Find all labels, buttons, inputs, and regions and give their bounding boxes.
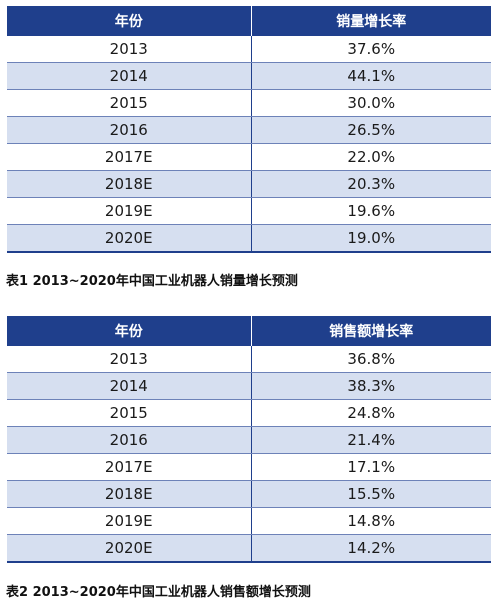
column-header-growth-rate: 销售额增长率 xyxy=(251,316,491,346)
table-row: 2016 26.5% xyxy=(7,116,491,144)
growth-rate-cell: 37.6% xyxy=(251,36,491,63)
table-row: 2020E 14.2% xyxy=(7,534,491,563)
year-cell: 2015 xyxy=(7,89,252,117)
growth-rate-cell: 14.2% xyxy=(251,534,491,563)
sales-revenue-growth-table: 年份 销售额增长率 2013 36.8% 2014 38.3% 2015 24.… xyxy=(7,316,491,563)
table-row: 2013 37.6% xyxy=(7,36,491,63)
year-cell: 2020E xyxy=(7,534,252,563)
year-cell: 2016 xyxy=(7,116,252,144)
year-cell: 2015 xyxy=(7,399,252,427)
table-row: 2014 38.3% xyxy=(7,372,491,400)
year-cell: 2017E xyxy=(7,453,252,481)
growth-rate-cell: 30.0% xyxy=(251,89,491,117)
table-row: 2019E 19.6% xyxy=(7,197,491,225)
growth-rate-cell: 19.6% xyxy=(251,197,491,225)
table-row: 2019E 14.8% xyxy=(7,507,491,535)
table-row: 2018E 15.5% xyxy=(7,480,491,508)
table-row: 2020E 19.0% xyxy=(7,224,491,253)
column-header-year: 年份 xyxy=(7,6,252,36)
year-cell: 2016 xyxy=(7,426,252,454)
table-header-row: 年份 销售额增长率 xyxy=(7,316,491,346)
growth-rate-cell: 36.8% xyxy=(251,346,491,373)
table-header-row: 年份 销量增长率 xyxy=(7,6,491,36)
year-cell: 2013 xyxy=(7,346,252,373)
table-row: 2015 24.8% xyxy=(7,399,491,427)
year-cell: 2014 xyxy=(7,372,252,400)
year-cell: 2019E xyxy=(7,197,252,225)
table-row: 2015 30.0% xyxy=(7,89,491,117)
growth-rate-cell: 17.1% xyxy=(251,453,491,481)
growth-rate-cell: 22.0% xyxy=(251,143,491,171)
growth-rate-cell: 20.3% xyxy=(251,170,491,198)
growth-rate-cell: 19.0% xyxy=(251,224,491,253)
table-row: 2013 36.8% xyxy=(7,346,491,373)
growth-rate-cell: 24.8% xyxy=(251,399,491,427)
table-row: 2017E 22.0% xyxy=(7,143,491,171)
table-caption: 表1 2013~2020年中国工业机器人销量增长预测 xyxy=(6,274,298,289)
year-cell: 2017E xyxy=(7,143,252,171)
year-cell: 2018E xyxy=(7,170,252,198)
table-row: 2017E 17.1% xyxy=(7,453,491,481)
year-cell: 2013 xyxy=(7,36,252,63)
growth-rate-cell: 38.3% xyxy=(251,372,491,400)
year-cell: 2019E xyxy=(7,507,252,535)
sales-volume-growth-table: 年份 销量增长率 2013 37.6% 2014 44.1% 2015 30.0… xyxy=(7,6,491,253)
growth-rate-cell: 14.8% xyxy=(251,507,491,535)
growth-rate-cell: 44.1% xyxy=(251,62,491,90)
table-row: 2018E 20.3% xyxy=(7,170,491,198)
column-header-growth-rate: 销量增长率 xyxy=(251,6,491,36)
table-row: 2016 21.4% xyxy=(7,426,491,454)
year-cell: 2020E xyxy=(7,224,252,253)
table-caption: 表2 2013~2020年中国工业机器人销售额增长预测 xyxy=(6,585,311,600)
year-cell: 2018E xyxy=(7,480,252,508)
column-header-year: 年份 xyxy=(7,316,252,346)
table-row: 2014 44.1% xyxy=(7,62,491,90)
growth-rate-cell: 15.5% xyxy=(251,480,491,508)
growth-rate-cell: 26.5% xyxy=(251,116,491,144)
year-cell: 2014 xyxy=(7,62,252,90)
growth-rate-cell: 21.4% xyxy=(251,426,491,454)
